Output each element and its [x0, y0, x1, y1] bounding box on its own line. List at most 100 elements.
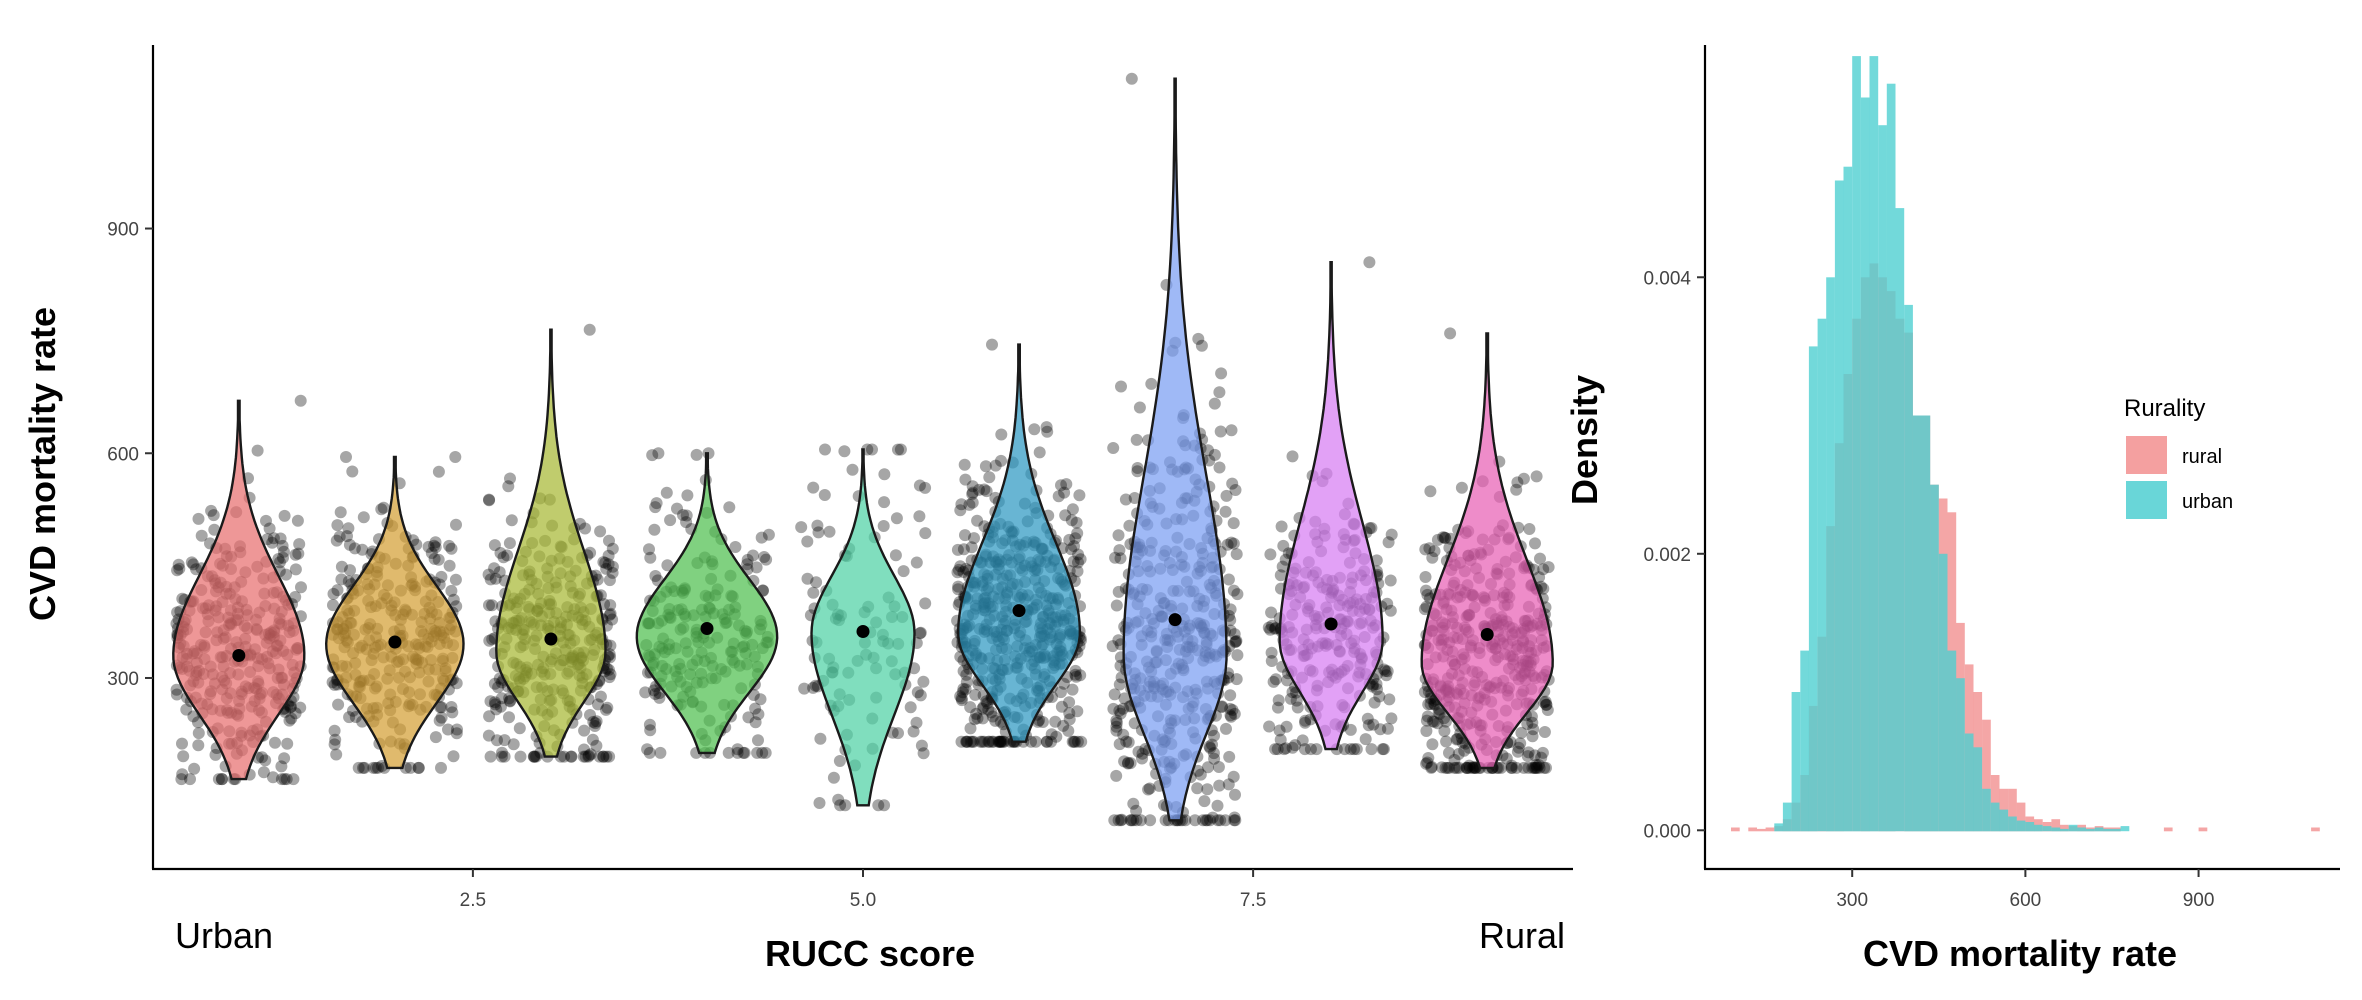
jitter-point — [486, 599, 499, 612]
jitter-point — [432, 465, 445, 478]
hist-bar-urban — [2103, 828, 2112, 832]
jitter-point — [993, 735, 1006, 748]
jitter-point — [357, 511, 370, 524]
legend-swatch-rural — [2126, 436, 2167, 474]
jitter-point — [1131, 462, 1144, 474]
jitter-point — [1208, 752, 1221, 765]
hist-bar-urban — [1947, 650, 1957, 832]
jitter-point — [1068, 540, 1080, 553]
jitter-point — [1420, 584, 1432, 597]
jitter-point — [983, 471, 996, 484]
violin-y-tick-label: 900 — [107, 220, 139, 241]
jitter-point — [597, 556, 610, 569]
jitter-point — [1110, 716, 1123, 729]
jitter-point — [278, 509, 291, 522]
jitter-point — [1541, 704, 1554, 716]
jitter-point — [267, 532, 280, 545]
jitter-point — [450, 727, 463, 740]
jitter-point — [1143, 782, 1156, 795]
jitter-point — [752, 708, 765, 721]
jitter-point — [212, 773, 225, 786]
jitter-point — [1366, 680, 1379, 693]
jitter-point — [498, 734, 511, 747]
jitter-point — [590, 715, 603, 728]
jitter-point — [488, 562, 501, 575]
jitter-point — [649, 688, 662, 700]
jitter-point — [1540, 698, 1553, 711]
jitter-point — [173, 562, 186, 575]
jitter-point — [1057, 719, 1070, 732]
jitter-point — [1228, 811, 1241, 824]
mean-marker-rucc-2 — [388, 635, 402, 649]
jitter-point — [1280, 720, 1293, 733]
jitter-point — [1194, 768, 1207, 781]
jitter-point — [1114, 707, 1127, 720]
jitter-point — [1071, 565, 1084, 578]
jitter-point — [1211, 799, 1224, 812]
jitter-point — [749, 702, 762, 715]
jitter-point — [737, 746, 750, 759]
jitter-point — [1443, 761, 1456, 774]
jitter-point — [1534, 552, 1546, 565]
jitter-point — [604, 668, 617, 681]
jitter-point — [1452, 748, 1465, 760]
jitter-point — [1136, 752, 1148, 765]
jitter-point — [1384, 574, 1397, 587]
jitter-point — [643, 718, 656, 731]
jitter-point — [484, 695, 497, 708]
jitter-point — [1025, 735, 1037, 748]
hist-bar-rural — [2051, 819, 2061, 832]
jitter-point — [755, 531, 768, 544]
jitter-point — [1068, 735, 1081, 748]
jitter-point — [1220, 722, 1232, 735]
jitter-point — [741, 553, 754, 566]
jitter-point — [603, 671, 616, 684]
jitter-point — [838, 445, 851, 458]
jitter-point — [1348, 743, 1360, 756]
jitter-point — [503, 537, 516, 550]
jitter-point — [1530, 470, 1543, 483]
jitter-point — [1424, 698, 1437, 711]
jitter-point — [1201, 814, 1214, 827]
jitter-point — [184, 773, 196, 786]
jitter-point — [1378, 663, 1391, 676]
jitter-point — [1439, 532, 1452, 544]
jitter-point — [1444, 327, 1457, 340]
jitter-point — [443, 559, 456, 572]
jitter-point — [1377, 743, 1390, 756]
jitter-point — [1450, 761, 1463, 774]
jitter-point — [1113, 738, 1126, 751]
jitter-point — [582, 750, 595, 763]
jitter-point — [1530, 759, 1543, 771]
jitter-point — [1226, 477, 1239, 490]
jitter-point — [277, 551, 289, 564]
jitter-point — [599, 556, 612, 569]
jitter-point — [1535, 751, 1548, 764]
hist-bar-urban — [1990, 802, 2000, 832]
jitter-point — [1134, 814, 1147, 827]
jitter-point — [1206, 738, 1218, 751]
hist-bar-urban — [1800, 650, 1809, 832]
jitter-point — [1075, 735, 1088, 748]
jitter-point — [648, 684, 660, 697]
jitter-point — [1371, 683, 1383, 696]
jitter-point — [342, 575, 355, 588]
jitter-point — [955, 694, 968, 707]
jitter-point — [650, 497, 663, 510]
jitter-point — [435, 761, 447, 774]
jitter-point — [170, 683, 183, 696]
jitter-point — [1381, 665, 1394, 678]
jitter-point — [974, 735, 987, 748]
jitter-point — [968, 713, 981, 726]
jitter-point — [1424, 485, 1437, 498]
jitter-point — [1526, 761, 1539, 774]
jitter-point — [1539, 695, 1552, 708]
jitter-point — [1458, 744, 1471, 757]
jitter-point — [811, 519, 824, 532]
jitter-point — [496, 746, 508, 759]
jitter-point — [1214, 814, 1227, 827]
jitter-point — [1213, 386, 1226, 399]
jitter-point — [375, 503, 388, 516]
jitter-point — [1441, 761, 1454, 774]
jitter-point — [801, 535, 814, 548]
